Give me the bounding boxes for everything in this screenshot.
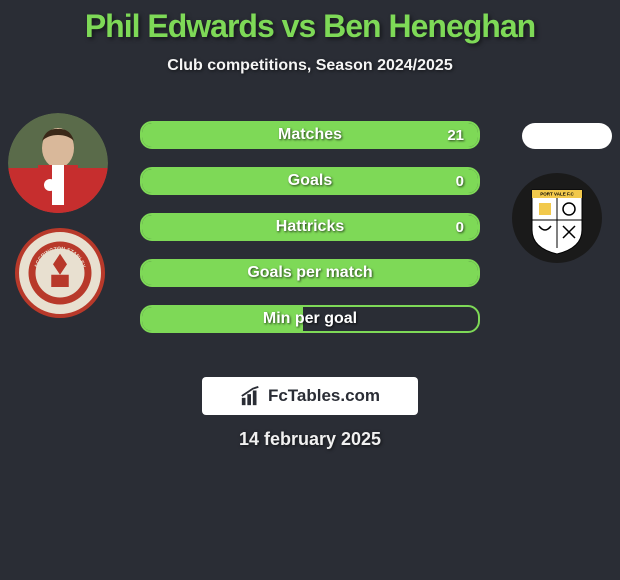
- stat-bar: Min per goal: [140, 305, 480, 333]
- player-right-photo: [522, 123, 612, 149]
- stats-area: Matches 21 Goals 0 Hattricks 0 Goals per match…: [140, 121, 480, 351]
- stat-value: 0: [456, 219, 464, 236]
- stat-label: Matches: [278, 126, 342, 144]
- club-crest-left-icon: ACCRINGTON STANLEY: [25, 238, 95, 308]
- stat-value: 0: [456, 173, 464, 190]
- club-right-logo: PORT VALE F.C: [512, 173, 602, 263]
- chart-icon: [240, 385, 262, 407]
- stat-label: Hattricks: [276, 218, 344, 236]
- stat-label: Goals per match: [247, 264, 372, 282]
- player-avatar-left-icon: [8, 113, 108, 213]
- watermark: FcTables.com: [202, 377, 418, 415]
- date: 14 february 2025: [0, 429, 620, 450]
- comparison-infographic: Phil Edwards vs Ben Heneghan Club compet…: [0, 0, 620, 580]
- stat-bar: Matches 21: [140, 121, 480, 149]
- stat-bar: Hattricks 0: [140, 213, 480, 241]
- svg-text:PORT VALE F.C: PORT VALE F.C: [540, 192, 574, 197]
- stat-label: Min per goal: [263, 310, 357, 328]
- stat-bar: Goals per match: [140, 259, 480, 287]
- main-area: ACCRINGTON STANLEY PORT VALE F.C Matches…: [0, 113, 620, 373]
- stat-bar: Goals 0: [140, 167, 480, 195]
- stat-label: Goals: [288, 172, 332, 190]
- watermark-text: FcTables.com: [268, 386, 380, 406]
- stat-value: 21: [447, 127, 464, 144]
- subtitle: Club competitions, Season 2024/2025: [0, 57, 620, 75]
- player-left-photo: [8, 113, 108, 213]
- club-left-logo: ACCRINGTON STANLEY: [15, 228, 105, 318]
- page-title: Phil Edwards vs Ben Heneghan: [0, 8, 620, 45]
- club-crest-right-icon: PORT VALE F.C: [517, 178, 597, 258]
